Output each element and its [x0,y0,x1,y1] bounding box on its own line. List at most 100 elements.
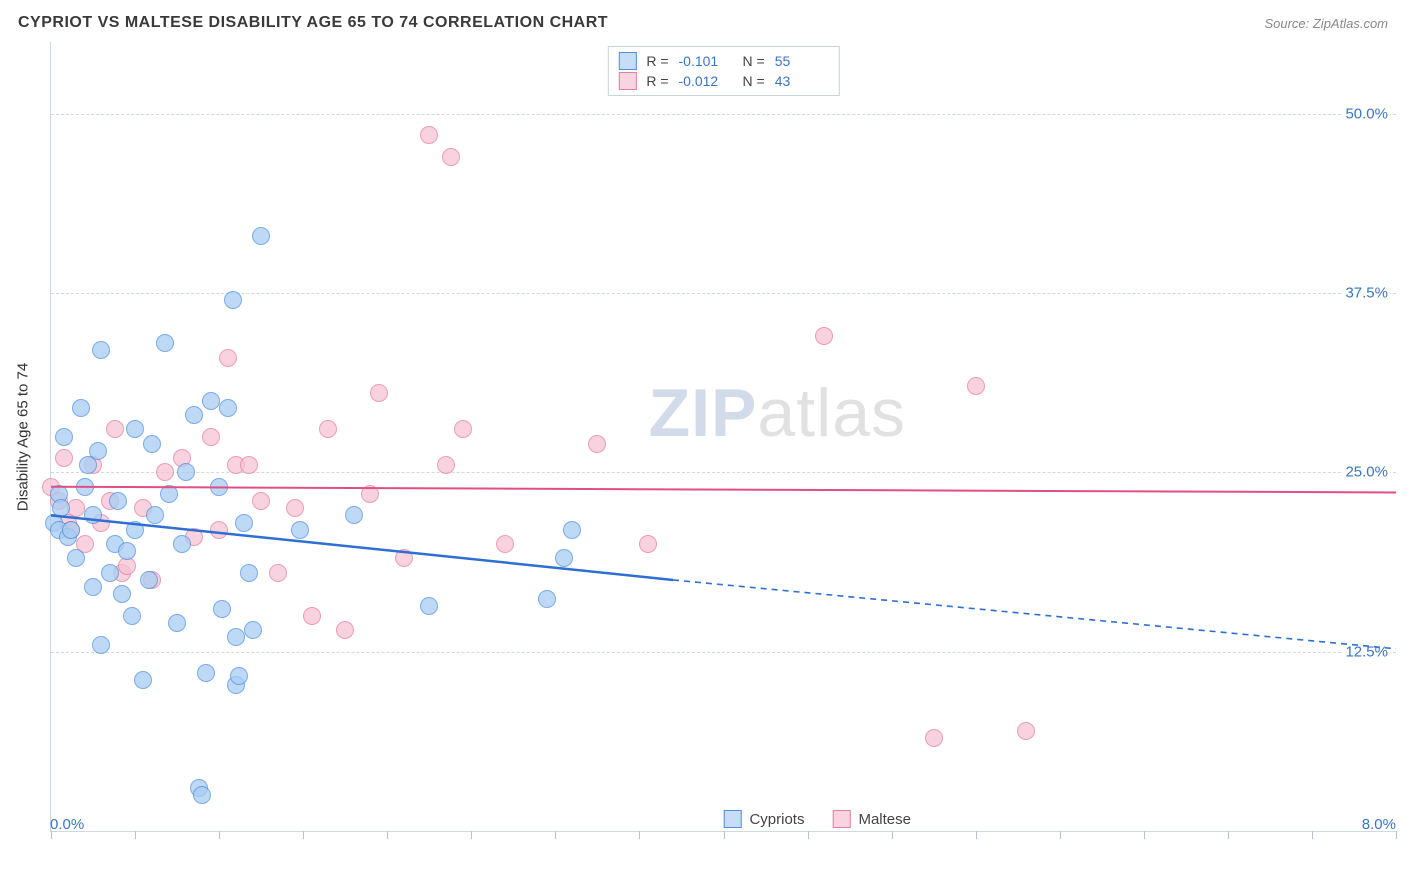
data-point [815,327,833,345]
y-axis-title: Disability Age 65 to 74 [15,362,32,510]
y-tick-label: 25.0% [1343,464,1390,481]
y-tick-label: 12.5% [1343,643,1390,660]
x-max-label: 8.0% [1362,816,1396,833]
data-point [134,671,152,689]
y-tick-label: 50.0% [1343,105,1390,122]
data-point [126,420,144,438]
r-label: R = [646,53,668,69]
legend-label-cypriots: Cypriots [749,811,804,828]
data-point [269,564,287,582]
legend-label-maltese: Maltese [858,811,911,828]
n-label: N = [743,53,765,69]
data-point [925,729,943,747]
swatch-cypriots-icon [723,810,741,828]
data-point [55,449,73,467]
data-point [291,521,309,539]
gridline [51,652,1396,653]
data-point [967,377,985,395]
data-point [210,521,228,539]
data-point [252,492,270,510]
r-value-maltese: -0.012 [679,73,733,89]
data-point [123,607,141,625]
data-point [84,578,102,596]
data-point [420,597,438,615]
data-point [1017,722,1035,740]
chart-source: Source: ZipAtlas.com [1264,16,1388,31]
plot-area: Disability Age 65 to 74 ZIPatlas R = -0.… [50,42,1396,832]
n-label: N = [743,73,765,89]
data-point [177,463,195,481]
data-point [113,585,131,603]
chart-header: CYPRIOT VS MALTESE DISABILITY AGE 65 TO … [10,10,1396,42]
data-point [72,399,90,417]
data-point [185,406,203,424]
data-point [92,636,110,654]
series-legend: Cypriots Maltese [0,810,1154,828]
data-point [146,506,164,524]
data-point [197,664,215,682]
data-point [224,291,242,309]
data-point [92,341,110,359]
data-point [156,463,174,481]
legend-row-maltese: R = -0.012 N = 43 [618,71,828,91]
data-point [160,485,178,503]
data-point [345,506,363,524]
data-point [252,227,270,245]
data-point [202,428,220,446]
trend-line [673,580,1396,649]
trend-line [51,487,1396,493]
data-point [173,535,191,553]
swatch-maltese-icon [832,810,850,828]
chart-container: CYPRIOT VS MALTESE DISABILITY AGE 65 TO … [10,10,1396,834]
data-point [193,786,211,804]
legend-row-cypriots: R = -0.101 N = 55 [618,51,828,71]
data-point [319,420,337,438]
data-point [286,499,304,517]
data-point [219,349,237,367]
data-point [588,435,606,453]
plot-canvas: 12.5% 25.0% 37.5% 50.0% [51,42,1396,831]
y-tick-label: 37.5% [1343,285,1390,302]
data-point [219,399,237,417]
data-point [109,492,127,510]
data-point [370,384,388,402]
r-value-cypriots: -0.101 [679,53,733,69]
data-point [101,564,119,582]
data-point [639,535,657,553]
data-point [235,514,253,532]
data-point [210,478,228,496]
data-point [156,334,174,352]
trend-lines [51,42,1396,831]
data-point [420,126,438,144]
r-label: R = [646,73,668,89]
data-point [240,564,258,582]
data-point [555,549,573,567]
gridline [51,114,1396,115]
data-point [89,442,107,460]
data-point [395,549,413,567]
n-value-cypriots: 55 [775,53,829,69]
swatch-cypriots [618,52,636,70]
swatch-maltese [618,72,636,90]
chart-title: CYPRIOT VS MALTESE DISABILITY AGE 65 TO … [18,14,608,32]
data-point [84,506,102,524]
data-point [240,456,258,474]
data-point [442,148,460,166]
data-point [143,435,161,453]
data-point [118,542,136,560]
data-point [336,621,354,639]
n-value-maltese: 43 [775,73,829,89]
legend-item-cypriots: Cypriots [723,810,804,828]
correlation-legend: R = -0.101 N = 55 R = -0.012 N = 43 [607,46,839,96]
data-point [361,485,379,503]
data-point [126,521,144,539]
data-point [227,628,245,646]
data-point [303,607,321,625]
data-point [496,535,514,553]
data-point [106,420,124,438]
data-point [52,499,70,517]
data-point [140,571,158,589]
data-point [437,456,455,474]
data-point [244,621,262,639]
data-point [168,614,186,632]
